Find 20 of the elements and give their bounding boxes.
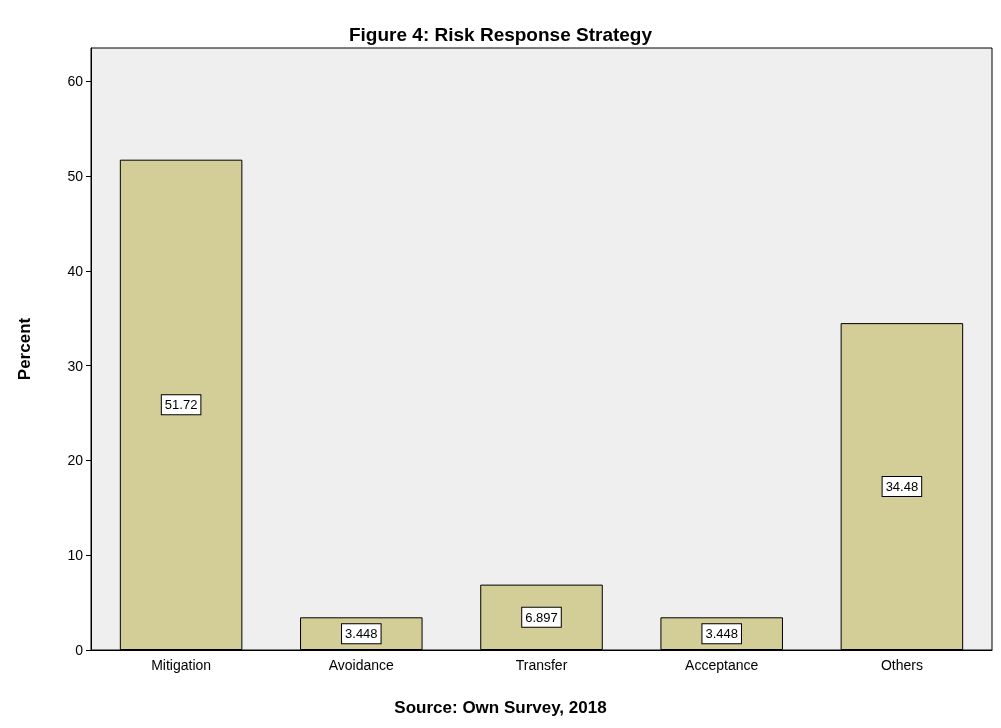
y-tick-label: 20 [67, 452, 84, 469]
data-label: 3.448 [705, 626, 738, 642]
data-label: 34.48 [885, 479, 919, 495]
data-label: 6.897 [525, 609, 558, 625]
chart-title: Figure 4: Risk Response Strategy [348, 24, 653, 45]
y-tick-label: 50 [67, 167, 84, 184]
y-tick-label: 60 [67, 73, 84, 90]
data-label: 3.448 [345, 626, 378, 642]
y-tick-label: 30 [67, 357, 84, 374]
source-note: Source: Own Survey, 2018 [394, 698, 607, 717]
y-tick-label: 10 [67, 547, 84, 564]
y-axis-title: Percent [15, 317, 34, 381]
y-tick-label: 40 [67, 262, 84, 279]
x-tick-label: Avoidance [328, 657, 395, 673]
x-tick-label: Acceptance [685, 657, 759, 673]
x-tick-label: Mitigation [151, 657, 212, 673]
x-tick-label: Transfer [515, 657, 568, 673]
data-label: 51.72 [164, 397, 198, 413]
x-tick-label: Others [880, 657, 923, 673]
y-tick-label: 0 [75, 642, 84, 658]
